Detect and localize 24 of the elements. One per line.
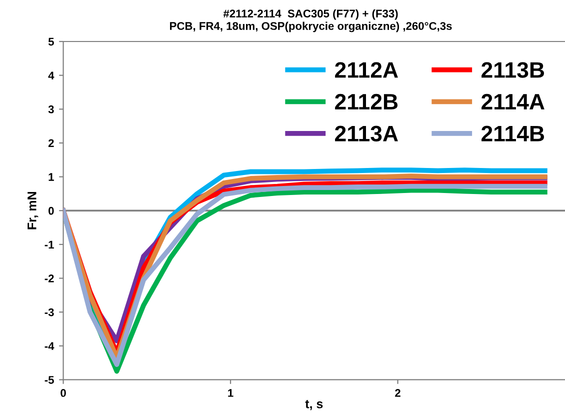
y-tick-label: 5 xyxy=(48,38,54,46)
x-tick-label: 1 xyxy=(228,389,234,397)
legend-label: 2113A xyxy=(335,126,398,142)
y-tick-label: 2 xyxy=(48,139,54,147)
y-tick-label: -3 xyxy=(44,308,54,316)
x-axis-title: t, s xyxy=(305,400,323,410)
y-tick-label: -2 xyxy=(44,274,54,282)
legend-label: 2112A xyxy=(335,62,398,78)
y-axis-title: Fr, mN xyxy=(28,192,38,230)
legend-label: 2112B xyxy=(335,94,398,110)
y-tick-label: 1 xyxy=(48,173,54,181)
y-tick-label: -4 xyxy=(44,342,54,350)
y-tick-label: 3 xyxy=(48,105,54,114)
legend-label: 2114A xyxy=(482,94,544,110)
y-tick-label: -5 xyxy=(44,376,54,384)
x-tick-label: 2 xyxy=(395,389,400,397)
y-tick-label: -1 xyxy=(44,240,54,248)
x-tick-label: 0 xyxy=(60,389,66,397)
legend-label: 2113B xyxy=(482,62,544,78)
chart-title: #2112-2114 SAC305 (F77) + (F33) xyxy=(223,9,398,20)
y-tick-label: 4 xyxy=(48,72,54,80)
legend-label: 2114B xyxy=(482,126,544,142)
y-tick-label: 0 xyxy=(48,206,54,215)
chart-subtitle: PCB, FR4, 18um, OSP(pokrycie organiczne) ,260°C,3s xyxy=(170,22,452,32)
